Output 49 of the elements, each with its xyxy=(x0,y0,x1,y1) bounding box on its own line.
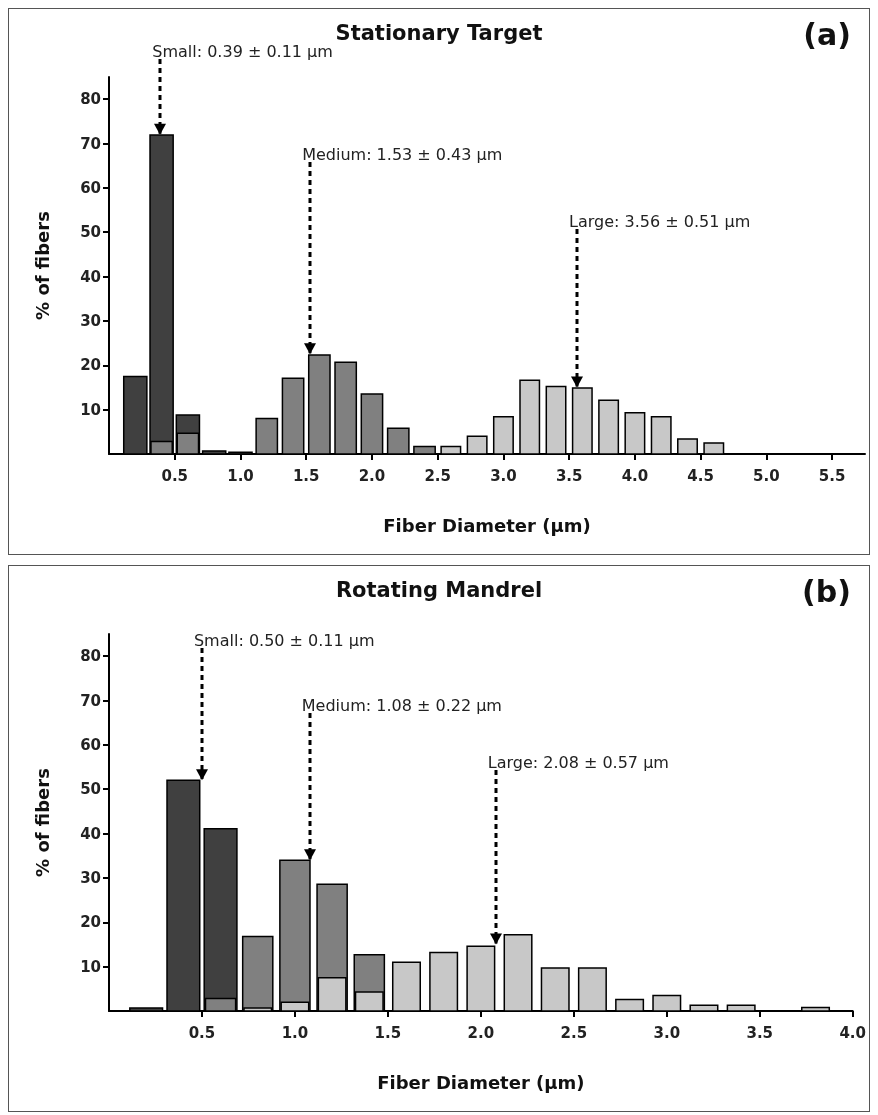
x-tick-label: 1.5 xyxy=(292,466,320,485)
x-tick-label: 1.0 xyxy=(281,1023,309,1042)
y-tick-label: 50 xyxy=(80,223,101,242)
chart-title: Stationary Target xyxy=(335,20,543,45)
y-tick-label: 70 xyxy=(80,134,101,153)
x-tick-label: 4.0 xyxy=(839,1023,866,1042)
x-tick-label: 2.0 xyxy=(358,466,386,485)
x-tick-label: 1.5 xyxy=(374,1023,402,1042)
y-tick-label: 80 xyxy=(80,647,101,666)
x-tick-label: 3.5 xyxy=(555,466,583,485)
y-tick-label: 20 xyxy=(80,356,101,375)
x-tick-label: 4.0 xyxy=(621,466,649,485)
x-tick-label: 5.5 xyxy=(818,466,846,485)
x-tick-label: 2.0 xyxy=(467,1023,495,1042)
annotation: Small: 0.39 ± 0.11 μm xyxy=(152,41,333,61)
x-tick-label: 0.5 xyxy=(161,466,189,485)
y-tick-label: 50 xyxy=(80,780,101,799)
y-tick-label: 60 xyxy=(80,735,101,754)
y-tick-label: 20 xyxy=(80,913,101,932)
y-tick-label: 10 xyxy=(80,400,101,419)
y-tick-label: 60 xyxy=(80,178,101,197)
y-tick-label: 30 xyxy=(80,868,101,887)
x-tick-label: 3.5 xyxy=(746,1023,774,1042)
y-axis-title: % of fibers xyxy=(31,768,53,877)
annotation: Large: 2.08 ± 0.57 μm xyxy=(487,752,669,772)
x-tick-label: 5.0 xyxy=(753,466,780,485)
x-tick-label: 2.5 xyxy=(560,1023,588,1042)
y-tick-label: 40 xyxy=(80,824,101,843)
y-tick-label: 10 xyxy=(80,957,101,976)
text: (b) xyxy=(802,573,852,609)
x-tick-label: 4.5 xyxy=(687,466,714,485)
chart-title: Rotating Mandrel xyxy=(335,577,543,602)
annotation: Large: 3.56 ± 0.51 μm xyxy=(569,211,751,231)
x-tick-label: 3.0 xyxy=(490,466,517,485)
x-tick-label: 3.0 xyxy=(653,1023,681,1042)
annotation: Small: 0.50 ± 0.11 μm xyxy=(193,630,375,650)
x-tick-label: 1.0 xyxy=(227,466,254,485)
y-tick-label: 70 xyxy=(80,691,101,710)
annotation: Medium: 1.08 ± 0.22 μm xyxy=(301,695,502,715)
y-tick-label: 40 xyxy=(80,267,101,286)
text: (a) xyxy=(803,16,852,52)
annotation: Medium: 1.53 ± 0.43 μm xyxy=(302,144,503,164)
x-tick-label: 2.5 xyxy=(424,466,451,485)
y-tick-label: 80 xyxy=(80,90,101,109)
x-axis-title: Fiber Diameter (μm) xyxy=(377,1071,585,1093)
y-tick-label: 30 xyxy=(80,311,101,330)
x-axis-title: Fiber Diameter (μm) xyxy=(383,514,591,536)
y-axis-title: % of fibers xyxy=(31,211,53,320)
x-tick-label: 0.5 xyxy=(188,1023,216,1042)
